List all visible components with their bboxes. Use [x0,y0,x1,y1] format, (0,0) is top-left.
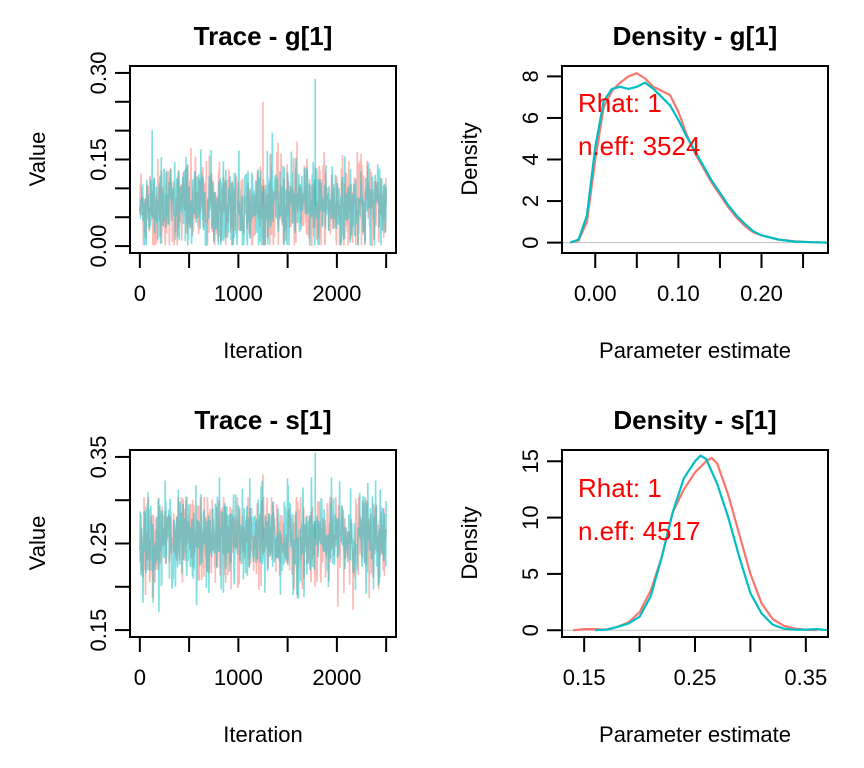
x-tick-label: 0.15 [563,665,606,690]
x-tick-label: 0.20 [740,281,783,306]
x-tick-label: 0.25 [674,665,717,690]
y-tick-label: 4 [518,153,543,165]
density-line-chain-2 [569,81,828,244]
x-tick-label: 0 [134,665,146,690]
x-axis-label: Parameter estimate [599,338,791,363]
rhat-annotation: Rhat: 1 [578,88,662,118]
y-tick-label: 0.00 [86,225,111,268]
y-axis-label: Value [25,132,50,187]
plot-inner [139,78,387,246]
plot-inner [139,452,387,612]
x-axis-label: Parameter estimate [599,722,791,747]
plot-inner [562,72,828,244]
y-tick-label: 0.30 [86,52,111,95]
trace-s-panel: Trace - s[1] 0 1000 2000 0.15 0.25 0.35 Itera… [25,405,397,747]
trace-line-chain-2 [139,477,387,612]
y-axis-label: Density [457,122,482,195]
plot-area: 0.00 0.10 0.20 0 2 4 6 8 [518,65,829,306]
x-tick-label: 0.00 [574,281,617,306]
y-tick-label: 8 [518,70,543,82]
y-tick-label: 0 [518,236,543,248]
y-tick-label: 6 [518,112,543,124]
plot-area: 0.15 0.25 0.35 0 5 10 15 [518,449,829,690]
chart-title: Trace - s[1] [194,405,331,435]
y-tick-label: 0.35 [86,436,111,479]
x-tick-label: 0.10 [657,281,700,306]
y-axis-label: Density [457,506,482,579]
trace-g-panel: Trace - g[1] 0 1000 2000 0.00 0.15 0.30 Itera… [25,21,397,363]
density-g-panel: Density - g[1] 0.00 0.10 0.20 0 2 4 6 8 Paramet… [457,21,829,363]
x-tick-label: 2000 [312,281,361,306]
chart-title: Trace - g[1] [194,21,333,51]
density-s-panel: Density - s[1] 0.15 0.25 0.35 0 5 10 15 Parame… [457,405,829,747]
y-tick-label: 10 [518,505,543,529]
rhat-annotation: Rhat: 1 [578,473,662,503]
x-tick-label: 2000 [312,665,361,690]
x-axis-label: Iteration [223,338,303,363]
y-tick-label: 5 [518,568,543,580]
y-tick-label: 0.15 [86,138,111,181]
y-axis-label: Value [25,516,50,571]
chart-title: Density - g[1] [613,21,778,51]
y-tick-label: 15 [518,449,543,473]
x-tick-label: 1000 [214,665,263,690]
y-tick-label: 0.25 [86,522,111,565]
x-tick-label: 0 [134,281,146,306]
chart-title: Density - s[1] [613,405,776,435]
neff-annotation: n.eff: 4517 [578,516,700,546]
y-tick-label: 0 [518,624,543,636]
trace-line-chain-2 [139,130,387,246]
density-line-chain-2 [595,454,828,632]
x-tick-label: 0.35 [784,665,827,690]
y-tick-label: 2 [518,195,543,207]
plot-area: 0 1000 2000 0.00 0.15 0.30 [86,52,397,306]
x-axis-label: Iteration [223,722,303,747]
plot-area: 0 1000 2000 0.15 0.25 0.35 [86,436,397,690]
x-tick-label: 1000 [214,281,263,306]
plot-inner [562,454,828,632]
neff-annotation: n.eff: 3524 [578,131,700,161]
y-tick-label: 0.15 [86,609,111,652]
